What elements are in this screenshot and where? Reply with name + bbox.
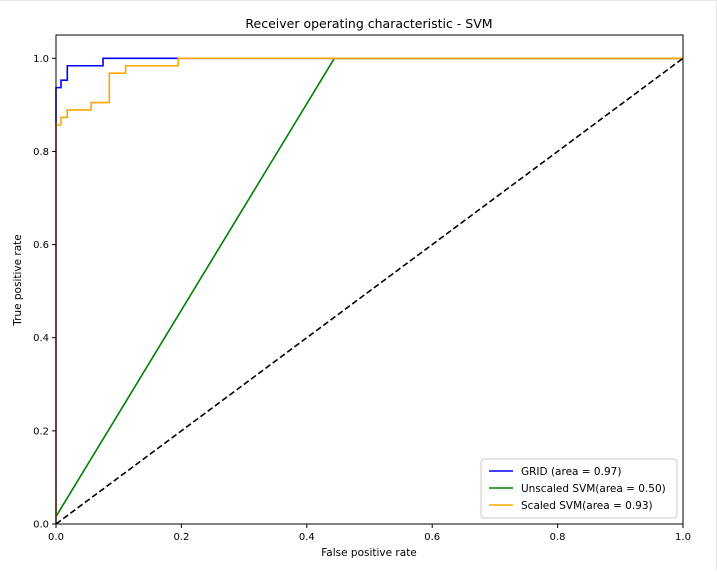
y-tick-label: 1.0: [33, 54, 49, 65]
y-tick-label: 0.8: [33, 147, 49, 158]
y-tick-label: 0.2: [33, 426, 49, 437]
y-tick-label: 0.4: [33, 333, 49, 344]
series-line-2: [55, 57, 683, 524]
y-tick-label: 0.6: [33, 240, 49, 251]
y-tick-label: 0.0: [33, 520, 49, 531]
legend-label: Scaled SVM(area = 0.93): [521, 500, 653, 512]
legend-label: GRID (area = 0.97): [521, 466, 621, 478]
x-tick-label: 1.0: [675, 532, 691, 543]
plot-border: [55, 34, 684, 525]
x-axis-label: False positive rate: [321, 547, 417, 559]
plot-area: [56, 35, 683, 524]
x-tick-label: 0.2: [173, 532, 189, 543]
x-tick-label: 0.0: [48, 532, 64, 543]
chart-title: Receiver operating characteristic - SVM: [245, 16, 492, 31]
series-line-0: [55, 57, 683, 524]
x-tick-label: 0.8: [550, 532, 566, 543]
x-tick-label: 0.6: [424, 532, 440, 543]
legend-box: [480, 458, 678, 519]
y-axis-label: True positive rate: [12, 234, 24, 327]
x-axis-ticks: 0.0 0.2 0.4 0.6 0.8 1.0: [48, 524, 691, 543]
legend-label: Unscaled SVM(area = 0.50): [521, 483, 666, 495]
chance-diagonal-line: [55, 57, 684, 525]
y-axis-ticks: 0.0 0.2 0.4 0.6 0.8 1.0: [33, 54, 56, 531]
legend: GRID (area = 0.97) Unscaled SVM(area = 0.…: [480, 458, 678, 519]
x-tick-label: 0.4: [299, 532, 315, 543]
series-layer: [55, 57, 684, 525]
